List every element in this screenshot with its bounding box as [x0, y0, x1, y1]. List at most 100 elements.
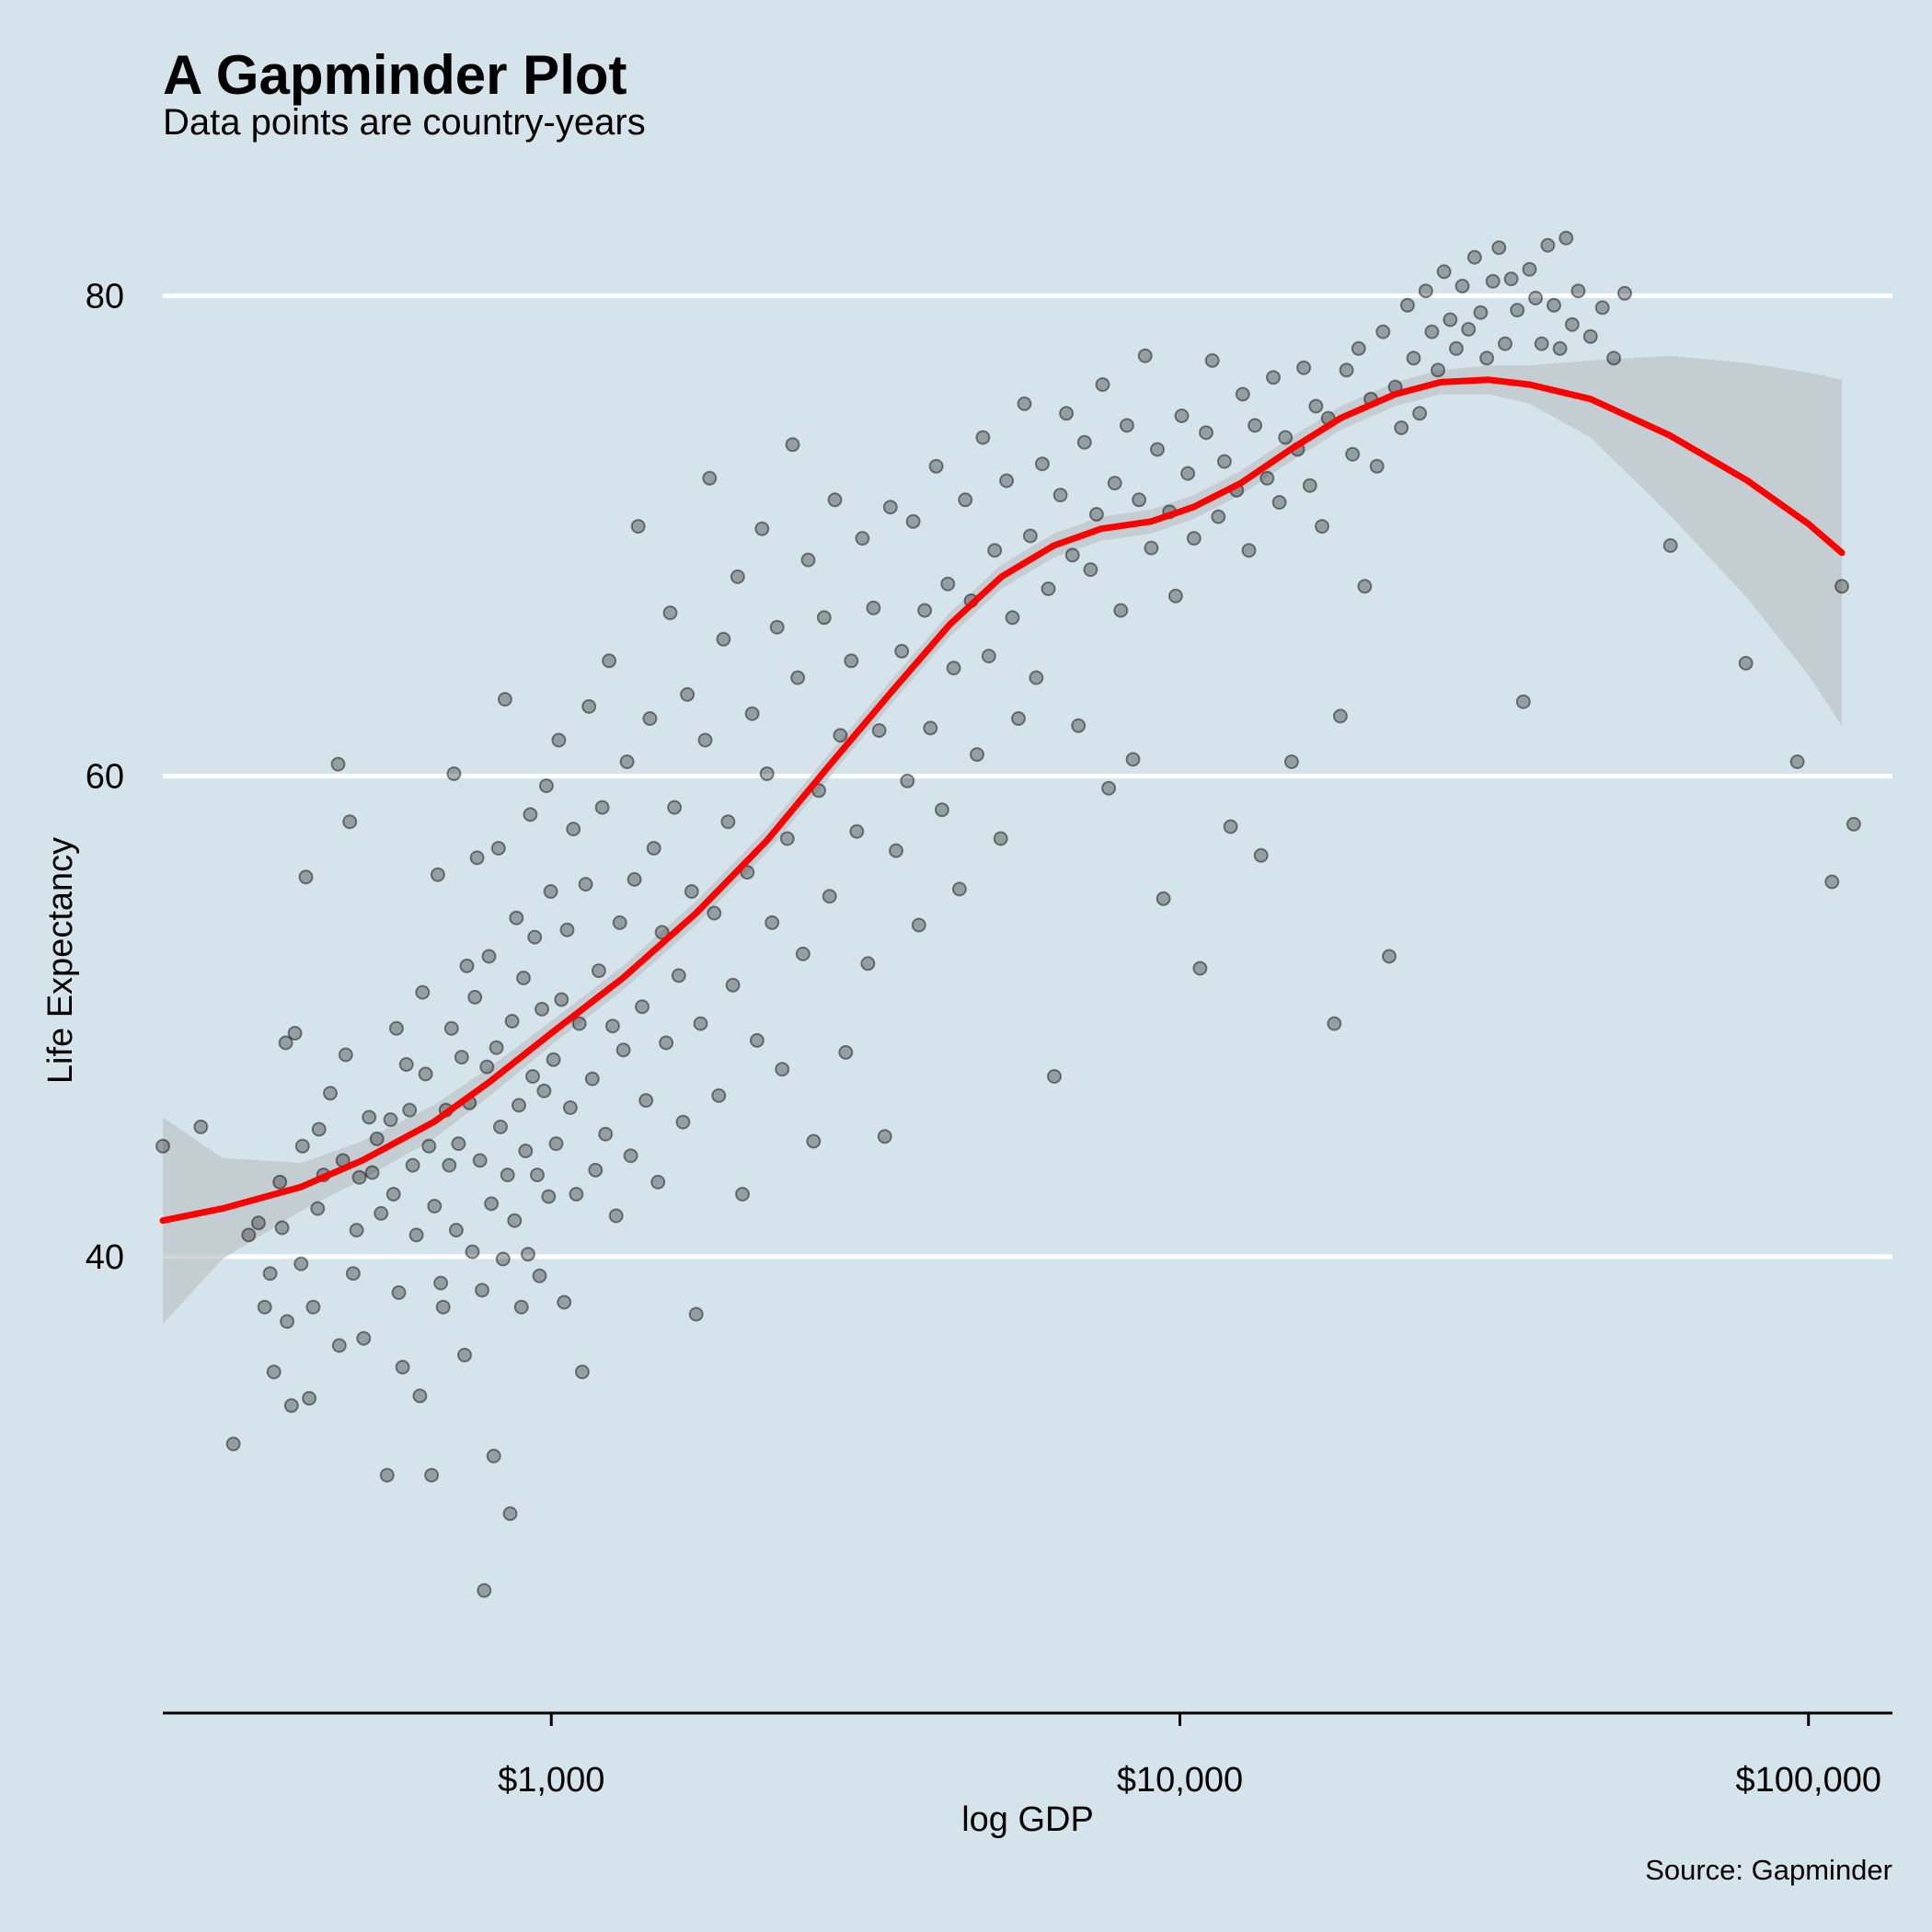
confidence-band-layer [163, 355, 1842, 1325]
data-point [557, 1294, 572, 1310]
data-point [940, 576, 956, 592]
x-tick-label: $100,000 [1736, 1761, 1882, 1800]
data-point [415, 984, 431, 1000]
data-point [923, 720, 938, 736]
data-point [578, 877, 593, 892]
data-point [465, 1244, 480, 1259]
data-point [395, 1360, 410, 1374]
data-point [391, 1285, 407, 1300]
data-point [860, 956, 876, 972]
data-point [418, 1066, 433, 1082]
data-point [790, 670, 806, 685]
data-point [497, 692, 512, 707]
data-point [509, 910, 524, 926]
data-point [1017, 396, 1032, 411]
data-point [1186, 531, 1202, 546]
data-point [1594, 300, 1610, 316]
data-point [917, 603, 933, 618]
data-point [280, 1314, 295, 1329]
data-point [527, 929, 543, 945]
data-point [500, 1167, 515, 1183]
data-point [1606, 351, 1622, 366]
data-point [1095, 377, 1110, 392]
data-point [408, 1227, 424, 1243]
data-point [345, 1266, 361, 1282]
data-point [1738, 655, 1754, 671]
data-point [489, 1040, 504, 1055]
data-point [749, 1032, 765, 1048]
data-point [1369, 458, 1385, 474]
data-point [502, 1506, 518, 1522]
data-point [385, 1187, 401, 1202]
data-point [591, 963, 606, 979]
data-point [911, 917, 926, 933]
data-point [889, 843, 903, 858]
data-point [338, 1047, 353, 1063]
data-point [642, 711, 658, 726]
data-point [369, 1131, 385, 1146]
data-point [1278, 430, 1294, 445]
data-point [1041, 581, 1056, 596]
y-tick-label: 40 [86, 1238, 124, 1277]
data-point [383, 1112, 398, 1127]
data-point [725, 977, 741, 993]
data-point [1266, 370, 1281, 385]
data-point [1564, 316, 1580, 332]
data-point [451, 1136, 466, 1152]
data-point [934, 802, 949, 818]
data-point [993, 831, 1008, 846]
data-point [241, 1227, 257, 1243]
data-point [538, 778, 554, 794]
data-point [882, 500, 898, 515]
data-point [1491, 240, 1507, 256]
data-point [362, 1110, 377, 1125]
data-point [305, 1299, 321, 1315]
data-point [1582, 328, 1598, 344]
data-point [516, 971, 531, 985]
data-point [1436, 264, 1452, 280]
data-point [844, 653, 859, 669]
data-point [1547, 297, 1561, 313]
data-point [894, 643, 910, 659]
data-point [1552, 340, 1568, 356]
data-point [546, 1052, 561, 1067]
data-point [1107, 476, 1122, 491]
data-point [581, 698, 597, 714]
data-point [525, 1069, 540, 1084]
data-point [659, 1035, 674, 1051]
data-point [612, 914, 627, 930]
data-point [1424, 324, 1440, 339]
data-point [477, 1582, 492, 1598]
data-point [1204, 352, 1220, 368]
data-point [1296, 360, 1312, 375]
data-point [298, 869, 314, 885]
data-point [155, 1138, 170, 1154]
data-point [574, 1364, 590, 1380]
data-point [827, 492, 843, 508]
data-point [433, 1275, 449, 1291]
data-point [1662, 538, 1678, 553]
data-point [987, 543, 1003, 558]
data-point [1119, 418, 1134, 433]
data-point [1846, 816, 1861, 832]
data-point [800, 552, 816, 568]
data-point [559, 922, 575, 937]
data-point [193, 1119, 209, 1134]
data-point [472, 1153, 488, 1168]
data-point [779, 831, 795, 846]
data-point [257, 1299, 272, 1315]
y-tick-label: 80 [86, 277, 124, 316]
data-point [598, 1126, 614, 1142]
data-point [1083, 562, 1098, 578]
data-point [1302, 477, 1317, 493]
data-point [1431, 362, 1445, 378]
data-point [351, 1169, 367, 1185]
data-point [806, 1133, 822, 1149]
data-point [421, 1138, 437, 1154]
chart-title: A Gapminder Plot [163, 44, 627, 106]
data-point [1558, 230, 1574, 246]
data-point [1332, 708, 1348, 724]
data-point [513, 1299, 529, 1315]
data-point [330, 756, 346, 772]
